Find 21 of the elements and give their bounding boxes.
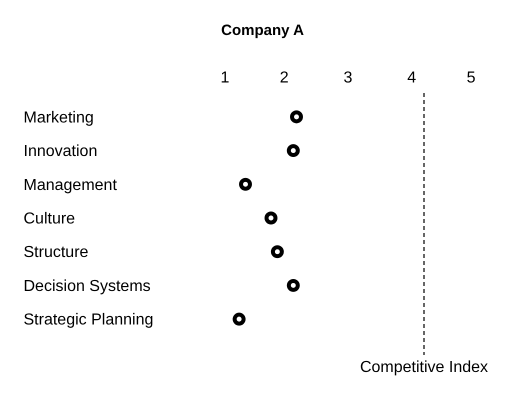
point	[286, 144, 300, 158]
x-tick-label: 1	[220, 70, 230, 86]
y-tick-label: Management	[24, 176, 118, 194]
y-tick-label: Decision Systems	[24, 278, 151, 295]
y-tick-label: Innovation	[24, 143, 98, 160]
x-tick-label: 2	[280, 70, 289, 86]
point	[264, 212, 278, 224]
y-tick-label: Structure	[24, 244, 89, 262]
y-tick-label: Marketing	[24, 109, 94, 126]
point	[290, 110, 303, 124]
x-tick-label: 4	[407, 70, 416, 86]
y-tick-label: Culture	[24, 210, 76, 228]
x-tick-label: 3	[344, 70, 353, 86]
y-tick-label: Strategic Planning	[24, 312, 154, 329]
chart-title: Company A	[221, 22, 304, 39]
point	[270, 245, 284, 258]
point	[232, 312, 246, 326]
x-tick-label: 5	[466, 70, 476, 86]
point	[239, 178, 252, 191]
point	[286, 278, 300, 292]
ref-line-label: Competitive Index	[360, 359, 488, 376]
